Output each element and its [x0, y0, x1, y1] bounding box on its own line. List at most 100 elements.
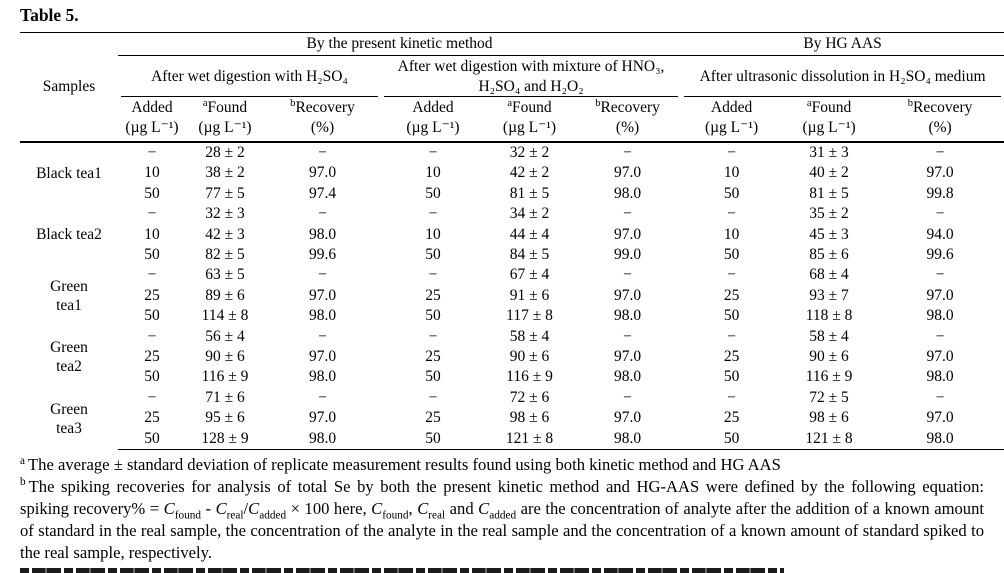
data-cell: 98.0 [308, 368, 337, 386]
data-cell: 40 ± 2 [809, 164, 849, 182]
data-cell: 98.0 [574, 428, 682, 451]
data-cell: 50 [723, 307, 740, 325]
table-row: Black tea1 − 28 ± 2 − − 32 ± 2 − − 31 ± 3 − [20, 142, 1004, 182]
data-cell: − [318, 266, 327, 284]
data-cell: 50 [144, 184, 160, 202]
data-cell: 50 [118, 428, 186, 451]
c-added-var: C [478, 498, 490, 518]
footnote-b-text: / [243, 498, 249, 518]
data-cell: 99.0 [613, 246, 642, 264]
data-cell: − [935, 327, 945, 345]
data-cell: 72 ± 6 [509, 388, 550, 406]
c-found-var: C [163, 498, 175, 518]
data-cell: 50 [144, 246, 160, 264]
footnote-b-text: × 100 here, [286, 498, 372, 518]
data-cell: 38 ± 2 [205, 164, 245, 182]
data-cell: 97.0 [308, 409, 337, 427]
table-row: Green tea3 − 71 ± 6 − − 72 ± 6 − − 72 ± 5 − [20, 388, 1004, 437]
data-cell: 116 ± 9 [201, 368, 249, 386]
recovery-label: bRecovery [907, 97, 973, 116]
data-cell: 97.0 [926, 409, 954, 427]
data-cell: 97.0 [926, 164, 954, 182]
table-row: Green tea2 − 56 ± 4 − − 58 ± 4 − − 58 ± 4 − [20, 327, 1004, 376]
table-header: Samples By the present kinetic method By… [20, 32, 1004, 143]
data-cell: 25 [723, 286, 740, 304]
data-cell: 97.0 [613, 409, 642, 427]
data-cell: 25 [425, 348, 441, 366]
column-header-added-3: Added (µg L⁻¹) [681, 97, 783, 143]
data-cell: − [623, 266, 632, 284]
footnote-marker-a: a [806, 97, 812, 109]
cropped-text-artifact [20, 568, 784, 573]
data-cell: 25 [144, 286, 160, 304]
footnotes: a The average ± standard deviation of rep… [20, 454, 984, 564]
found-unit: (µg L⁻¹) [802, 119, 856, 136]
data-cell: 10 [144, 164, 160, 182]
data-cell: 84 ± 5 [509, 246, 550, 264]
column-header-added-1: Added (µg L⁻¹) [118, 97, 186, 143]
data-cell: − [428, 205, 438, 223]
found-label: aFound [806, 97, 852, 116]
data-cell: 97.0 [613, 164, 642, 182]
data-cell: 93 ± 7 [809, 286, 849, 304]
data-cell: 91 ± 6 [509, 286, 550, 304]
data-cell: 116 ± 9 [805, 368, 853, 386]
data-cell: 95 ± 6 [205, 409, 245, 427]
data-cell: 25 [144, 409, 160, 427]
data-cell: 98.0 [613, 368, 642, 386]
data-cell: − [428, 327, 438, 345]
column-header-samples: Samples [20, 32, 118, 143]
data-cell: 98.0 [876, 428, 1004, 451]
data-cell: 45 ± 3 [809, 225, 849, 243]
data-cell: 81 ± 5 [509, 184, 550, 202]
table-row: Black tea2 − 32 ± 3 − − 34 ± 2 − − 35 ± 2 − [20, 204, 1004, 243]
data-cell: 50 [144, 368, 160, 386]
data-cell: 98.0 [264, 428, 381, 451]
data-cell: − [428, 388, 438, 406]
data-cell: 97.4 [308, 184, 337, 202]
footnote-b: b The spiking recoveries for analysis of … [20, 476, 984, 564]
c-added-sub: added [259, 509, 287, 522]
data-cell: − [147, 388, 157, 406]
column-header-recovery-3: bRecovery (%) [876, 97, 1004, 143]
table-row: 10 38 ± 2 97.0 10 42 ± 2 97.0 10 40 ± 2 97.0 [20, 163, 1004, 183]
found-unit: (µg L⁻¹) [502, 119, 557, 136]
data-cell: 98 ± 6 [809, 409, 849, 427]
data-cell: − [428, 144, 438, 161]
data-cell: 10 [425, 164, 441, 182]
data-cell: 98.0 [308, 307, 337, 325]
data-cell: 67 ± 4 [509, 266, 550, 284]
data-cell: 90 ± 6 [509, 348, 550, 366]
found-unit: (µg L⁻¹) [198, 119, 252, 136]
data-cell: 25 [723, 348, 740, 366]
data-cell: 34 ± 2 [509, 205, 550, 223]
data-cell: 97.0 [308, 286, 337, 304]
c-real-var: C [215, 498, 227, 518]
data-cell: − [147, 205, 157, 223]
data-cell: 25 [723, 409, 740, 427]
c-real-var: C [417, 498, 429, 518]
data-cell: 10 [425, 225, 441, 243]
c-real-sub: real [428, 509, 446, 522]
data-cell: − [935, 388, 945, 406]
data-cell: 98.0 [613, 184, 642, 202]
table-row: 50 116 ± 9 98.0 50 116 ± 9 98.0 50 116 ± 9 98.0 [20, 367, 1004, 387]
sample-name: Black tea1 [36, 165, 102, 183]
data-cell: 25 [425, 409, 441, 427]
data-cell: 42 ± 3 [205, 225, 245, 243]
footnote-marker-b: b [907, 97, 913, 109]
added-label: Added [710, 99, 753, 116]
data-cell: 89 ± 6 [205, 286, 245, 304]
data-cell: 42 ± 2 [509, 164, 550, 182]
data-cell: 50 [681, 428, 783, 451]
data-cell: 98.0 [926, 307, 954, 325]
table-row: 50 114 ± 8 98.0 50 117 ± 8 98.0 50 118 ± 8 98.0 [20, 306, 1004, 326]
data-cell: 68 ± 4 [809, 266, 849, 284]
data-cell: − [935, 205, 945, 223]
data-cell: 77 ± 5 [205, 184, 245, 202]
added-label: Added [131, 99, 173, 116]
data-cell: 98.0 [613, 307, 642, 325]
c-found-sub: found [382, 509, 409, 522]
found-label: aFound [507, 97, 552, 116]
